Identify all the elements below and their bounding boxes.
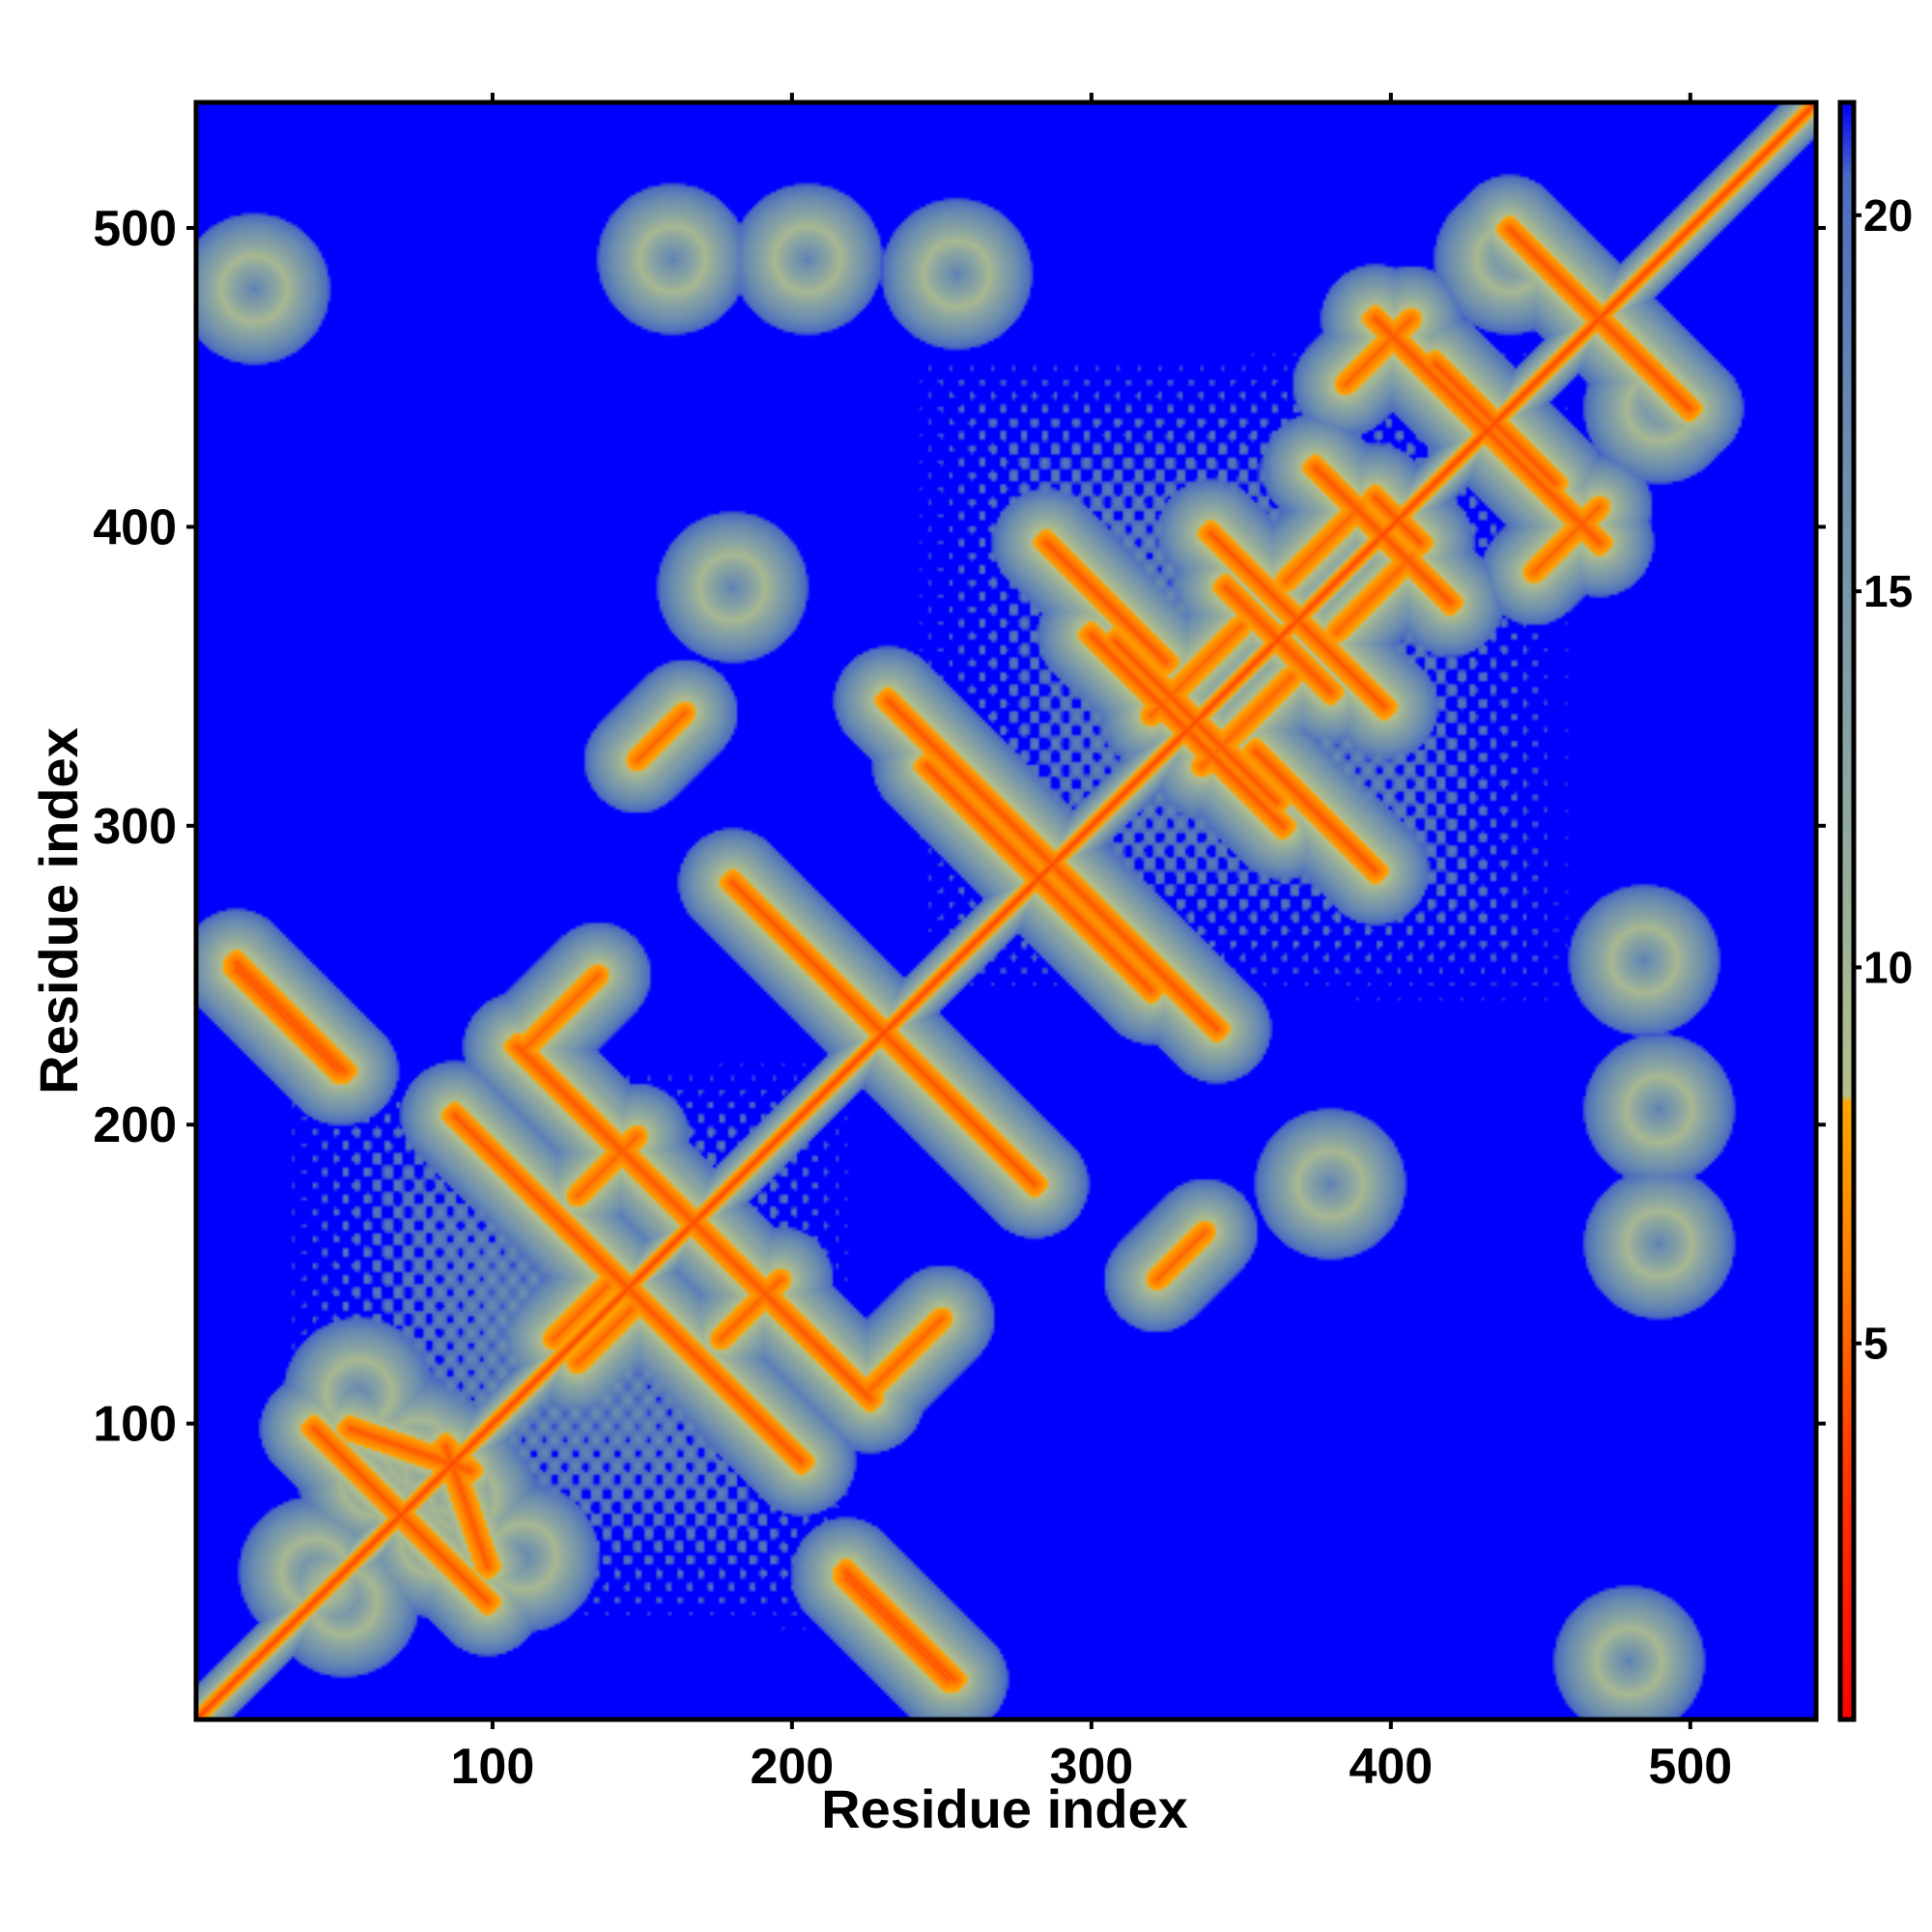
colorbar-tick-label: 20: [1863, 190, 1913, 241]
heatmap-cells: [196, 102, 1816, 1719]
x-axis: 100 200 300 400 500: [450, 93, 1732, 1795]
x-tick-label: 400: [1349, 1739, 1433, 1795]
colorbar-gradient: [1837, 99, 1857, 1722]
x-tick-label: 100: [450, 1739, 534, 1795]
y-tick-label: 200: [93, 1097, 177, 1153]
y-tick-label: 400: [93, 499, 177, 555]
plot-frame: [193, 99, 1819, 1722]
colorbar-tick-label: 5: [1863, 1319, 1889, 1369]
y-tick-label: 300: [93, 799, 177, 855]
x-tick-label: 200: [750, 1739, 834, 1795]
y-axis: 100 200 300 400 500: [93, 201, 1826, 1453]
colorbar-tick-label: 15: [1863, 566, 1913, 616]
x-tick-label: 300: [1049, 1739, 1133, 1795]
x-axis-label: Residue index: [821, 1778, 1188, 1839]
heatmap-area: [196, 102, 1816, 1719]
colorbar-tick-label: 10: [1863, 942, 1913, 992]
x-tick-label: 500: [1648, 1739, 1732, 1795]
y-tick-label: 500: [93, 201, 177, 257]
y-axis-label: Residue index: [28, 727, 89, 1094]
y-tick-label: 100: [93, 1397, 177, 1453]
colorbar: 5 10 15 20: [1837, 99, 1913, 1722]
